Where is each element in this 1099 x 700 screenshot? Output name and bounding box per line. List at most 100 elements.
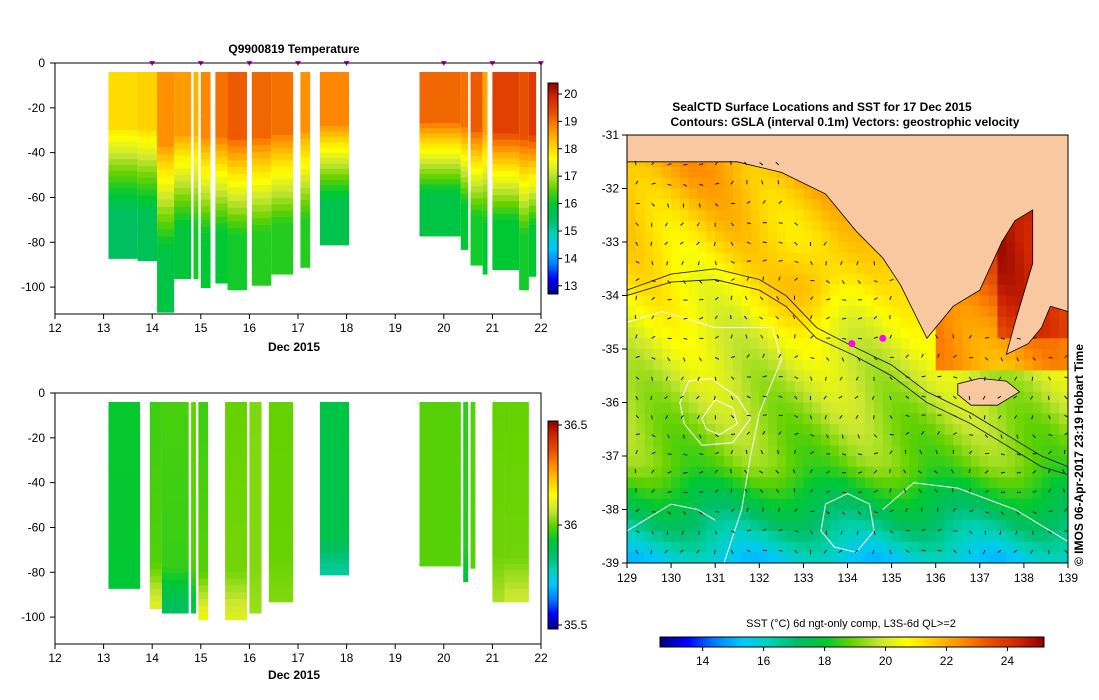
sst-cell (812, 209, 822, 222)
profile-cell (108, 83, 138, 91)
sst-cell (679, 445, 690, 457)
profile-cell (319, 185, 350, 192)
velocity-vector (745, 449, 748, 454)
sst-cell (997, 434, 1007, 446)
profile-cell (470, 222, 483, 230)
profile-cell (215, 98, 228, 106)
velocity-vector (667, 357, 671, 362)
profile-cell (215, 157, 228, 166)
sst-cell (803, 456, 813, 468)
velocity-vector (746, 549, 751, 553)
profile-cell (174, 78, 192, 86)
sst-cell (1006, 295, 1016, 307)
velocity-vector (840, 261, 843, 266)
profile-cell (227, 105, 247, 114)
sst-cell (644, 370, 654, 382)
sst-cell (821, 402, 831, 414)
sst-cell (697, 370, 707, 382)
sst-cell (829, 284, 840, 296)
velocity-vector (778, 431, 782, 435)
sst-cell (979, 541, 990, 553)
velocity-vector (683, 357, 686, 362)
sst-cell (909, 509, 919, 521)
sst-cell (697, 295, 707, 307)
sst-cell (627, 242, 637, 254)
sst-cell (776, 209, 787, 222)
sst-cell (715, 477, 725, 489)
sst-cell (856, 552, 866, 563)
sst-cell (671, 477, 681, 489)
profile-cell (470, 216, 483, 224)
velocity-vector (871, 395, 875, 400)
profile-cell (482, 223, 488, 231)
profile-cell (492, 458, 505, 466)
sst-cell (679, 477, 690, 489)
profile-cell (227, 71, 247, 80)
sst-cell (821, 423, 831, 436)
sst-cell (741, 167, 751, 179)
sst-cell (935, 402, 946, 414)
sst-cell (953, 338, 963, 350)
sst-cell (856, 306, 866, 318)
profile-cell (108, 541, 141, 549)
profile-block (108, 71, 138, 259)
velocity-vector (759, 162, 764, 166)
profile-cell (227, 275, 247, 284)
profile-cell (528, 148, 537, 156)
sst-cell (662, 445, 672, 457)
profile-cell (249, 599, 262, 607)
profile-cell (271, 172, 294, 180)
profile-cell (419, 71, 461, 78)
profile-block (200, 71, 211, 288)
profile-cell (108, 106, 138, 114)
profile-cell (200, 266, 211, 275)
sst-cell (1032, 552, 1043, 563)
profile-cell (271, 78, 294, 86)
sst-cell (1050, 381, 1060, 393)
sst-cell (662, 295, 672, 307)
profile-cell (319, 482, 350, 490)
sst-cell (785, 295, 796, 307)
profile-cell (419, 189, 461, 196)
sst-cell (918, 370, 928, 382)
profile-cell (492, 470, 505, 478)
sst-cell (635, 445, 646, 457)
profile-cell (157, 229, 175, 238)
profile-cell (504, 588, 529, 597)
profile-cell (470, 422, 476, 429)
profile-cell (463, 575, 469, 583)
velocity-vector (794, 432, 799, 436)
sst-cell (891, 530, 901, 543)
profile-cell (227, 235, 247, 243)
profile-cell (319, 418, 350, 425)
sst-cell (706, 434, 716, 446)
geostrophic-velocity-vectors (634, 160, 1068, 555)
sst-cell (794, 209, 804, 222)
profile-cell (319, 82, 350, 90)
sst-cell (1032, 477, 1043, 489)
sst-cell (679, 456, 690, 468)
velocity-vector (699, 163, 704, 166)
sst-cell (759, 370, 769, 382)
profile-cell (215, 249, 228, 258)
sst-cell (997, 295, 1007, 307)
profile-cell (215, 71, 228, 80)
profile-cell (470, 552, 476, 559)
profile-cell (528, 218, 537, 226)
profile-cell (191, 592, 196, 601)
sst-cell (635, 263, 646, 275)
sst-cell (1015, 402, 1025, 414)
profile-cell (319, 428, 350, 436)
sst-cell (644, 263, 654, 275)
profile-cell (225, 408, 247, 417)
velocity-vector (746, 241, 751, 245)
velocity-vector (775, 161, 780, 166)
sst-cell (882, 284, 893, 296)
sst-cell (1059, 530, 1068, 543)
sst-cell (679, 552, 690, 563)
sst-cell (732, 359, 743, 371)
profile-cell (419, 87, 461, 94)
sst-cell (812, 242, 822, 254)
sst-cell (750, 242, 760, 254)
sst-cell (679, 167, 690, 179)
